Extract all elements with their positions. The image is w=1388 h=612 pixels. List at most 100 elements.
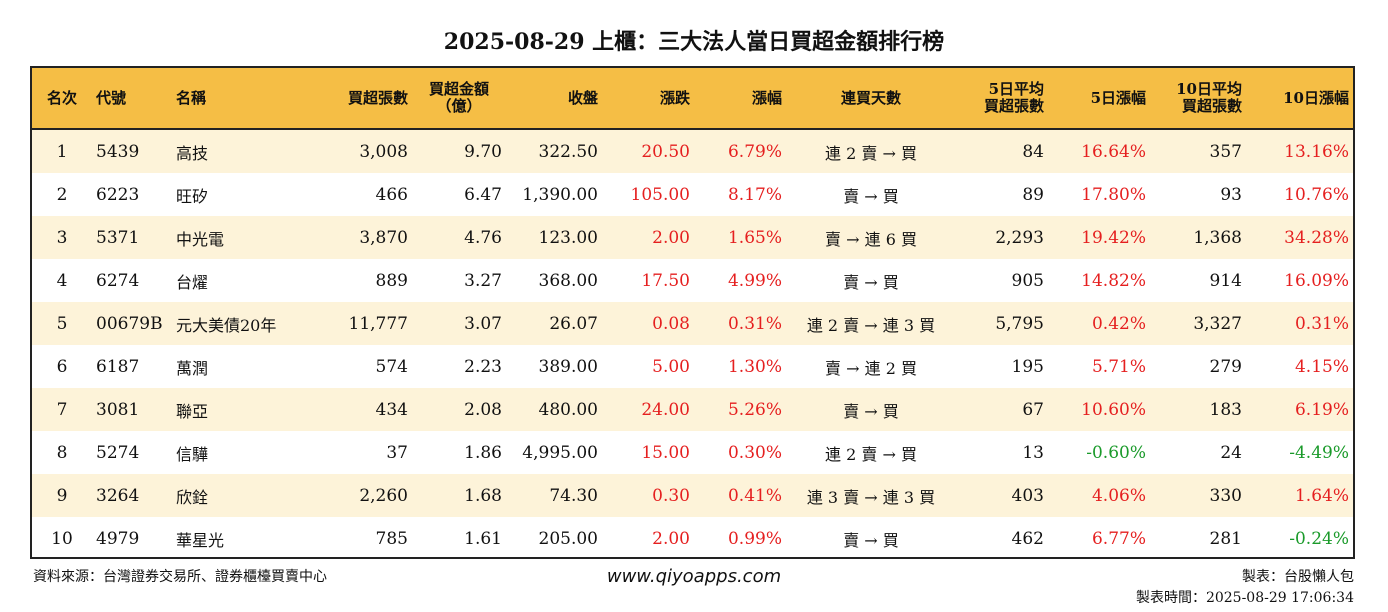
- avg10-cell: 914: [1150, 259, 1246, 302]
- net-buy-shares-cell: 574: [300, 345, 412, 388]
- streak-cell: 連 2 賣 → 買: [786, 431, 956, 474]
- streak-cell: 賣 → 買: [786, 517, 956, 557]
- name-cell: 萬潤: [172, 345, 300, 388]
- col-header-streak: 連買天數: [786, 68, 956, 130]
- close-cell: 123.00: [506, 216, 602, 259]
- avg10-cell: 281: [1150, 517, 1246, 557]
- name-cell: 元大美債20年: [172, 302, 300, 345]
- pct10-cell: -4.49%: [1246, 431, 1353, 474]
- avg5-cell: 13: [956, 431, 1048, 474]
- pct5-cell: 5.71%: [1048, 345, 1150, 388]
- col-header-net-buy-amount-line2: （億）: [436, 97, 482, 115]
- avg5-cell: 905: [956, 259, 1048, 302]
- col-header-avg10: 10日平均 買超張數: [1150, 68, 1246, 130]
- table-row: 1 5439 高技 3,008 9.70 322.50 20.50 6.79% 連 2 賣 → …: [32, 129, 1353, 173]
- maker-note: 製表：台股懶人包: [1242, 569, 1354, 585]
- close-cell: 4,995.00: [506, 431, 602, 474]
- name-cell: 聯亞: [172, 388, 300, 431]
- change-pct-cell: 0.30%: [694, 431, 786, 474]
- rank-cell: 2: [32, 173, 92, 216]
- table-row: 4 6274 台燿 889 3.27 368.00 17.50 4.99% 賣 → 買 905 14…: [32, 259, 1353, 302]
- change-pct-cell: 8.17%: [694, 173, 786, 216]
- close-cell: 1,390.00: [506, 173, 602, 216]
- table-row: 5 00679B 元大美債20年 11,777 3.07 26.07 0.08 0.31% 連 …: [32, 302, 1353, 345]
- code-cell: 6274: [92, 259, 172, 302]
- col-header-net-buy-amount: 買超金額 （億）: [412, 68, 506, 130]
- avg10-cell: 3,327: [1150, 302, 1246, 345]
- change-pct-cell: 0.31%: [694, 302, 786, 345]
- code-cell: 5439: [92, 129, 172, 173]
- rank-cell: 5: [32, 302, 92, 345]
- name-cell: 高技: [172, 129, 300, 173]
- change-pct-cell: 0.99%: [694, 517, 786, 557]
- change-pct-cell: 0.41%: [694, 474, 786, 517]
- pct5-cell: 16.64%: [1048, 129, 1150, 173]
- col-header-rank: 名次: [32, 68, 92, 130]
- net-buy-shares-cell: 2,260: [300, 474, 412, 517]
- avg5-cell: 403: [956, 474, 1048, 517]
- avg5-cell: 462: [956, 517, 1048, 557]
- rank-cell: 6: [32, 345, 92, 388]
- net-buy-amount-cell: 2.23: [412, 345, 506, 388]
- change-cell: 0.08: [602, 302, 694, 345]
- net-buy-shares-cell: 37: [300, 431, 412, 474]
- pct10-cell: 16.09%: [1246, 259, 1353, 302]
- col-header-avg10-line2: 買超張數: [1181, 97, 1242, 115]
- avg10-cell: 1,368: [1150, 216, 1246, 259]
- header-row: 名次 代號 名稱 買超張數 買超金額 （億） 收盤 漲跌 漲幅 連買天數 5日平…: [32, 68, 1353, 130]
- website-link[interactable]: www.qiyoapps.com: [606, 566, 782, 587]
- col-header-name: 名稱: [172, 68, 300, 130]
- ranking-table-container: 名次 代號 名稱 買超張數 買超金額 （億） 收盤 漲跌 漲幅 連買天數 5日平…: [30, 66, 1355, 559]
- avg5-cell: 2,293: [956, 216, 1048, 259]
- pct10-cell: 6.19%: [1246, 388, 1353, 431]
- net-buy-amount-cell: 6.47: [412, 173, 506, 216]
- streak-cell: 連 2 賣 → 連 3 買: [786, 302, 956, 345]
- col-header-avg10-line1: 10日平均: [1176, 80, 1242, 98]
- table-body: 1 5439 高技 3,008 9.70 322.50 20.50 6.79% 連 2 賣 → …: [32, 129, 1353, 557]
- table-row: 3 5371 中光電 3,870 4.76 123.00 2.00 1.65% 賣 → 連 6 …: [32, 216, 1353, 259]
- rank-cell: 3: [32, 216, 92, 259]
- code-cell: 3264: [92, 474, 172, 517]
- close-cell: 74.30: [506, 474, 602, 517]
- rank-cell: 10: [32, 517, 92, 557]
- net-buy-shares-cell: 434: [300, 388, 412, 431]
- avg5-cell: 89: [956, 173, 1048, 216]
- net-buy-shares-cell: 889: [300, 259, 412, 302]
- col-header-avg5-line2: 買超張數: [983, 97, 1044, 115]
- avg10-cell: 330: [1150, 474, 1246, 517]
- streak-cell: 賣 → 買: [786, 388, 956, 431]
- rank-cell: 9: [32, 474, 92, 517]
- code-cell: 00679B: [92, 302, 172, 345]
- net-buy-shares-cell: 785: [300, 517, 412, 557]
- pct10-cell: -0.24%: [1246, 517, 1353, 557]
- pct5-cell: 4.06%: [1048, 474, 1150, 517]
- col-header-avg5: 5日平均 買超張數: [956, 68, 1048, 130]
- col-header-net-buy-shares: 買超張數: [300, 68, 412, 130]
- change-cell: 105.00: [602, 173, 694, 216]
- change-cell: 2.00: [602, 216, 694, 259]
- streak-cell: 連 3 賣 → 連 3 買: [786, 474, 956, 517]
- close-cell: 205.00: [506, 517, 602, 557]
- name-cell: 旺矽: [172, 173, 300, 216]
- close-cell: 368.00: [506, 259, 602, 302]
- streak-cell: 賣 → 連 6 買: [786, 216, 956, 259]
- close-cell: 389.00: [506, 345, 602, 388]
- name-cell: 信驊: [172, 431, 300, 474]
- change-cell: 0.30: [602, 474, 694, 517]
- pct10-cell: 34.28%: [1246, 216, 1353, 259]
- ranking-table: 名次 代號 名稱 買超張數 買超金額 （億） 收盤 漲跌 漲幅 連買天數 5日平…: [32, 68, 1353, 557]
- rank-cell: 4: [32, 259, 92, 302]
- code-cell: 4979: [92, 517, 172, 557]
- col-header-change-pct: 漲幅: [694, 68, 786, 130]
- code-cell: 3081: [92, 388, 172, 431]
- table-row: 10 4979 華星光 785 1.61 205.00 2.00 0.99% 賣 → 買 462 6…: [32, 517, 1353, 557]
- avg5-cell: 67: [956, 388, 1048, 431]
- col-header-net-buy-amount-line1: 買超金額: [428, 80, 489, 98]
- avg5-cell: 195: [956, 345, 1048, 388]
- avg10-cell: 183: [1150, 388, 1246, 431]
- close-cell: 26.07: [506, 302, 602, 345]
- net-buy-amount-cell: 1.68: [412, 474, 506, 517]
- pct5-cell: 17.80%: [1048, 173, 1150, 216]
- streak-cell: 賣 → 連 2 買: [786, 345, 956, 388]
- net-buy-amount-cell: 1.86: [412, 431, 506, 474]
